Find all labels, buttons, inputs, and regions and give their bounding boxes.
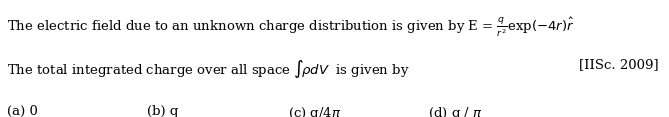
Text: (d) q / $\pi$: (d) q / $\pi$ <box>428 105 483 117</box>
Text: (a) 0: (a) 0 <box>7 105 37 117</box>
Text: (c) q/4$\pi$: (c) q/4$\pi$ <box>288 105 341 117</box>
Text: The electric field due to an unknown charge distribution is given by E = $\frac{: The electric field due to an unknown cha… <box>7 15 574 39</box>
Text: The total integrated charge over all space $\int\!\rho dV$  is given by: The total integrated charge over all spa… <box>7 58 409 80</box>
Text: (b) q: (b) q <box>147 105 179 117</box>
Text: [IISc. 2009]: [IISc. 2009] <box>579 58 659 71</box>
